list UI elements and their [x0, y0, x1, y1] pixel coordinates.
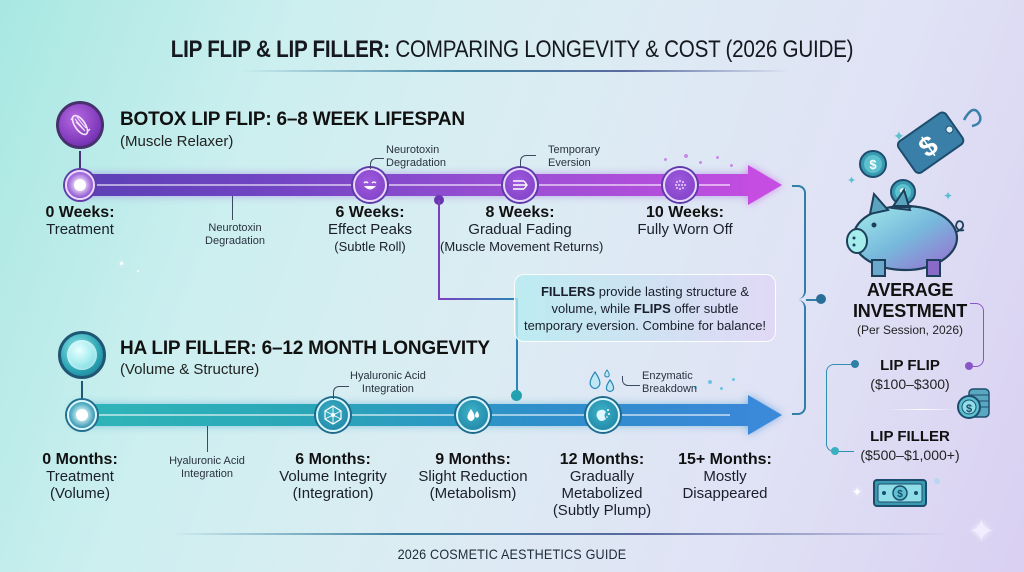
- dissolve-dots-icon: [663, 168, 697, 202]
- annotation-tick: [232, 196, 233, 220]
- cost-heading-line1: AVERAGE: [866, 280, 954, 300]
- bracket-dot: [965, 362, 973, 370]
- sparkle-dot: [137, 270, 139, 272]
- filler-section-subtitle: (Volume & Structure): [120, 361, 260, 378]
- cost-subtitle: (Per Session, 2026): [856, 323, 964, 337]
- sparkle-dot: [934, 478, 940, 484]
- filler-annotation-integration: Hyaluronic Acid Integration: [169, 455, 245, 480]
- filler-annotation-integration-6mo: Hyaluronic Acid Integration: [350, 370, 426, 395]
- annotation-hook: [520, 155, 536, 168]
- footer-text: 2026 COSMETIC AESTHETICS GUIDE: [397, 546, 627, 562]
- lip-filler-label: LIP FILLER: [870, 428, 950, 445]
- molecule-icon: [316, 398, 350, 432]
- filler-milestone-6: 6 Months: Volume Integrity (Integration): [279, 451, 387, 502]
- filler-milestone-15: 15+ Months: Mostly Disappeared: [678, 451, 772, 502]
- droplets-icon: [456, 398, 490, 432]
- lip-flip-price: ($100–$300): [870, 376, 950, 392]
- botox-arrowhead: [748, 165, 782, 205]
- botox-annotation-eversion: Temporary Eversion: [548, 144, 600, 169]
- gel-sphere-icon: [58, 331, 106, 379]
- botox-section-subtitle: (Muscle Relaxer): [120, 133, 234, 150]
- water-drops-icon: [586, 368, 620, 401]
- page-title: LIP FLIP & LIP FILLER: COMPARING LONGEVI…: [72, 36, 953, 64]
- bracket-top: [792, 185, 806, 299]
- filler-node-0-months: [67, 400, 97, 430]
- price-bracket: [826, 364, 854, 452]
- title-divider: [240, 70, 790, 72]
- svg-text:$: $: [897, 489, 903, 500]
- botox-node-0-weeks: [65, 170, 95, 200]
- svg-text:✦: ✦: [943, 189, 953, 203]
- piggy-bank-price-tag-icon: $ $ $ ✦ ✦ ✦: [832, 98, 982, 278]
- filler-arrowhead: [748, 395, 782, 435]
- title-regular: COMPARING LONGEVITY & COST (2026 GUIDE): [389, 36, 854, 63]
- sparkle-icon: ✦: [852, 485, 863, 499]
- svg-text:✦: ✦: [847, 175, 856, 187]
- filler-milestone-12: 12 Months: Gradually Metabolized (Subtly Pl…: [552, 451, 652, 519]
- sparkle-particles: [690, 376, 750, 392]
- banknote-icon: $: [872, 478, 928, 513]
- botox-milestone-0: 0 Weeks: Treatment: [45, 204, 115, 238]
- botox-milestone-10: 10 Weeks: Fully Worn Off: [637, 204, 733, 238]
- connector-line: [438, 298, 516, 300]
- svg-text:$: $: [966, 403, 972, 415]
- lip-flip-label: LIP FLIP: [880, 357, 940, 374]
- bracket-stem: [806, 299, 820, 301]
- botox-annotation-degradation: Neurotoxin Degradation: [205, 222, 265, 247]
- footer-divider: [170, 533, 950, 535]
- title-bold: LIP FLIP & LIP FILLER:: [170, 36, 390, 63]
- sparkle-dot: [120, 262, 123, 265]
- cost-heading-line2: INVESTMENT: [852, 301, 967, 321]
- bracket-dot: [831, 447, 839, 455]
- sparkle-particles: [654, 152, 744, 170]
- filler-annotation-enzymatic: Enzymatic Breakdown: [642, 370, 698, 395]
- icon-connector: [81, 381, 83, 403]
- enzyme-icon: [586, 398, 620, 432]
- botox-annotation-degradation-peak: Neurotoxin Degradation: [386, 144, 446, 169]
- annotation-hook: [622, 376, 640, 386]
- annotation-hook: [333, 386, 349, 399]
- motion-lines-icon: [503, 168, 537, 202]
- coin-stack-icon: $: [955, 386, 993, 427]
- purple-bracket: [970, 303, 984, 367]
- lip-filler-price: ($500–$1,000+): [860, 447, 960, 463]
- bracket-bottom: [792, 300, 806, 415]
- botox-section-title: BOTOX LIP FLIP: 6–8 WEEK LIFESPAN: [120, 109, 465, 130]
- bar-highlight: [90, 184, 730, 186]
- bracket-dot: [851, 360, 859, 368]
- annotation-tick: [207, 426, 208, 452]
- filler-section-title: HA LIP FILLER: 6–12 MONTH LONGEVITY: [120, 338, 490, 359]
- comparison-callout: FILLERS provide lasting structure & volu…: [514, 274, 776, 342]
- connector-dot: [511, 390, 522, 401]
- filler-milestone-9: 9 Months: Slight Reduction (Metabolism): [418, 451, 528, 502]
- connector-line: [516, 298, 518, 393]
- annotation-hook: [370, 158, 384, 169]
- icon-connector: [79, 151, 81, 173]
- botox-milestone-6: 6 Weeks: Effect Peaks (Subtle Roll): [328, 204, 412, 254]
- sparkle-icon: ✦: [968, 513, 995, 549]
- filler-milestone-0: 0 Months: Treatment (Volume): [42, 451, 118, 502]
- svg-text:✦: ✦: [893, 128, 905, 144]
- botox-milestone-8: 8 Weeks: Gradual Fading (Muscle Movement R…: [440, 204, 604, 254]
- svg-text:$: $: [869, 157, 877, 172]
- bracket-dot: [816, 294, 826, 304]
- muscle-icon: [56, 101, 104, 149]
- connector-line: [438, 200, 440, 300]
- price-divider: [888, 409, 958, 410]
- bar-highlight: [90, 414, 730, 416]
- smile-icon: [353, 168, 387, 202]
